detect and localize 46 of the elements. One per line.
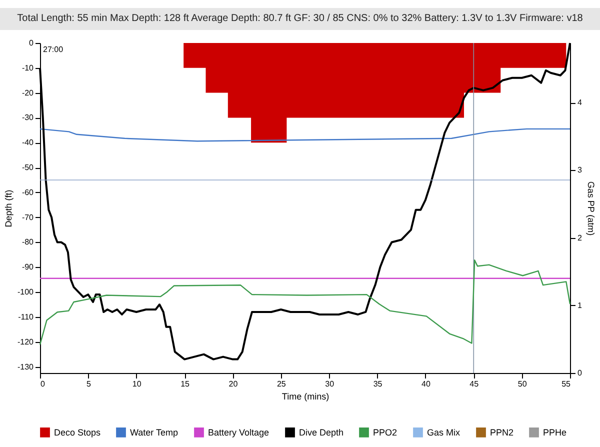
legend-label: PPN2 <box>490 427 514 438</box>
legend-label: Dive Depth <box>299 427 344 438</box>
x-tick-label: 25 <box>276 380 286 388</box>
line-series <box>39 128 571 142</box>
line-series <box>39 259 571 346</box>
y-tick-label: -50 <box>22 163 34 172</box>
x-tick-label: 40 <box>422 380 431 388</box>
annotation: 27:00 <box>43 45 64 54</box>
y-tick-label: -80 <box>22 238 34 247</box>
y-tick-label: -120 <box>17 337 34 346</box>
y-tick-label: -110 <box>18 312 34 322</box>
x-tick-label: 50 <box>518 380 528 388</box>
x-axis-title: Time (mins) <box>282 392 330 402</box>
legend-label: Deco Stops <box>54 427 102 438</box>
y-tick-label: -30 <box>22 113 34 122</box>
x-tick-label: 45 <box>470 380 480 388</box>
y-tick-label: -100 <box>17 288 34 297</box>
y-tick-label: -20 <box>22 88 34 98</box>
x-tick-label: 0 <box>40 380 46 388</box>
y-tick-label: -60 <box>22 188 34 197</box>
y-axis-title: Depth (ft) <box>3 190 14 228</box>
y2-tick-label: 1 <box>578 300 582 310</box>
y2-tick-label: 0 <box>578 368 582 378</box>
y-tick-label: 0 <box>29 38 34 48</box>
y2-tick-label: 2 <box>578 233 582 242</box>
legend-label: Gas Mix <box>427 427 461 438</box>
x-tick-label: 10 <box>132 380 142 388</box>
legend-label: PPO2 <box>373 427 398 438</box>
y2-tick-label: 4 <box>578 98 582 108</box>
y-tick-label: -40 <box>22 138 34 148</box>
x-tick-label: 55 <box>562 380 572 388</box>
y2-tick-label: 3 <box>578 166 582 175</box>
y-tick-label: -10 <box>22 63 34 72</box>
y-tick-label: -130 <box>17 362 34 372</box>
x-tick-label: 20 <box>228 380 238 388</box>
x-tick-label: 30 <box>325 380 335 388</box>
chart-subtitle: Total Length: 55 min Max Depth: 128 ft Average Depth: 80.7 ft GF: 30 / 85 CNS: 0% to 32% Battery: 1.3V to 1.3V Firmware: v18 <box>0 8 600 30</box>
legend-label: Battery Voltage <box>208 427 270 438</box>
x-tick-label: 35 <box>373 380 383 388</box>
x-tick-label: 5 <box>86 380 92 388</box>
y-tick-label: -70 <box>22 212 34 222</box>
x-tick-label: 15 <box>180 380 190 388</box>
y-tick-label: -90 <box>22 262 34 272</box>
y2-axis-title: Gas PP (atm) <box>586 181 596 236</box>
legend-label: Water Temp <box>130 427 178 438</box>
legend-label: PPHe <box>543 427 567 438</box>
